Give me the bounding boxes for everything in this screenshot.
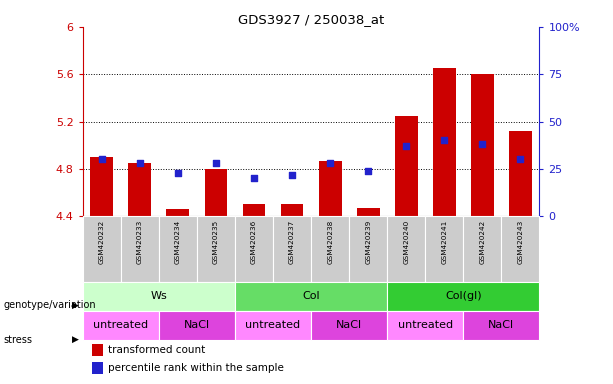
Bar — [83, 216, 121, 282]
Bar — [311, 311, 387, 340]
Bar — [471, 74, 494, 216]
Bar — [395, 116, 417, 216]
Text: GSM420232: GSM420232 — [99, 219, 105, 264]
Text: ▶: ▶ — [72, 301, 79, 310]
Bar — [501, 216, 539, 282]
Bar — [387, 311, 463, 340]
Text: Col: Col — [302, 291, 320, 301]
Text: GSM420242: GSM420242 — [479, 219, 485, 264]
Bar — [357, 208, 379, 216]
Text: untreated: untreated — [245, 320, 300, 330]
Bar — [197, 216, 235, 282]
Bar — [92, 362, 104, 374]
Bar — [90, 157, 113, 216]
Text: ▶: ▶ — [72, 335, 79, 344]
Point — [440, 137, 449, 144]
Text: stress: stress — [3, 335, 32, 345]
Point — [135, 160, 145, 166]
Bar — [235, 282, 387, 311]
Text: transformed count: transformed count — [108, 345, 205, 355]
Bar — [463, 311, 539, 340]
Point — [97, 156, 107, 162]
Text: GSM420236: GSM420236 — [251, 219, 257, 264]
Point — [326, 160, 335, 166]
Bar — [387, 282, 539, 311]
Text: untreated: untreated — [398, 320, 453, 330]
Bar — [243, 204, 265, 216]
Bar — [92, 344, 104, 356]
Bar — [311, 216, 349, 282]
Text: Col(gl): Col(gl) — [445, 291, 482, 301]
Point — [516, 156, 525, 162]
Bar — [167, 209, 189, 216]
Text: GSM420241: GSM420241 — [441, 219, 447, 264]
Bar — [349, 216, 387, 282]
Bar — [387, 216, 425, 282]
Text: untreated: untreated — [93, 320, 148, 330]
Bar — [509, 131, 532, 216]
Point — [173, 170, 183, 176]
Point — [211, 160, 221, 166]
Text: GSM420237: GSM420237 — [289, 219, 295, 264]
Text: GSM420243: GSM420243 — [517, 219, 524, 264]
Point — [402, 143, 411, 149]
Bar — [425, 216, 463, 282]
Text: GSM420238: GSM420238 — [327, 219, 333, 264]
Point — [364, 168, 373, 174]
Bar — [235, 311, 311, 340]
Bar — [83, 311, 159, 340]
Text: genotype/variation: genotype/variation — [3, 300, 96, 310]
Text: percentile rank within the sample: percentile rank within the sample — [108, 363, 284, 373]
Bar — [433, 68, 455, 216]
Bar — [319, 161, 341, 216]
Point — [249, 175, 259, 181]
Bar — [273, 216, 311, 282]
Text: NaCl: NaCl — [184, 320, 210, 330]
Text: Ws: Ws — [151, 291, 167, 301]
Text: GSM420239: GSM420239 — [365, 219, 371, 264]
Bar — [159, 216, 197, 282]
Bar — [205, 169, 227, 216]
Text: GSM420235: GSM420235 — [213, 219, 219, 264]
Title: GDS3927 / 250038_at: GDS3927 / 250038_at — [238, 13, 384, 26]
Bar — [159, 311, 235, 340]
Point — [287, 171, 297, 177]
Text: GSM420233: GSM420233 — [137, 219, 143, 264]
Bar — [83, 282, 235, 311]
Bar — [463, 216, 501, 282]
Bar — [281, 204, 303, 216]
Text: NaCl: NaCl — [336, 320, 362, 330]
Text: GSM420234: GSM420234 — [175, 219, 181, 264]
Bar — [235, 216, 273, 282]
Text: GSM420240: GSM420240 — [403, 219, 409, 264]
Text: NaCl: NaCl — [489, 320, 514, 330]
Bar — [129, 163, 151, 216]
Bar — [121, 216, 159, 282]
Point — [478, 141, 487, 147]
